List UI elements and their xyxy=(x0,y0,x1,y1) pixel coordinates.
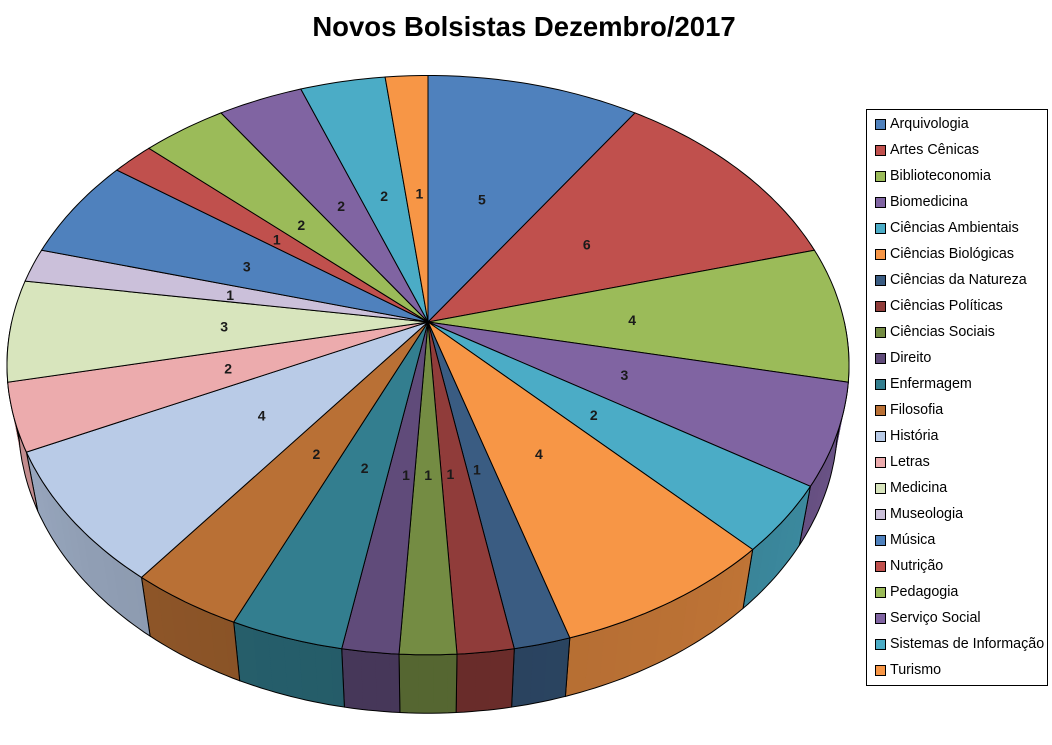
svg-text:2: 2 xyxy=(590,407,598,423)
svg-text:3: 3 xyxy=(220,319,228,335)
svg-text:4: 4 xyxy=(258,407,266,423)
svg-text:2: 2 xyxy=(337,198,345,214)
svg-text:3: 3 xyxy=(243,258,251,274)
svg-text:4: 4 xyxy=(535,446,543,462)
svg-text:2: 2 xyxy=(313,446,321,462)
svg-text:2: 2 xyxy=(297,217,305,233)
svg-text:4: 4 xyxy=(628,312,636,328)
svg-text:5: 5 xyxy=(478,191,486,207)
svg-text:1: 1 xyxy=(447,466,455,482)
svg-text:1: 1 xyxy=(402,467,410,483)
svg-text:2: 2 xyxy=(224,361,232,377)
svg-text:6: 6 xyxy=(583,236,591,252)
svg-text:1: 1 xyxy=(273,231,281,247)
svg-text:1: 1 xyxy=(424,467,432,483)
svg-text:3: 3 xyxy=(621,367,629,383)
svg-text:2: 2 xyxy=(361,460,369,476)
svg-text:1: 1 xyxy=(473,462,481,478)
svg-text:1: 1 xyxy=(416,185,424,201)
svg-text:2: 2 xyxy=(380,188,388,204)
svg-text:1: 1 xyxy=(226,287,234,303)
